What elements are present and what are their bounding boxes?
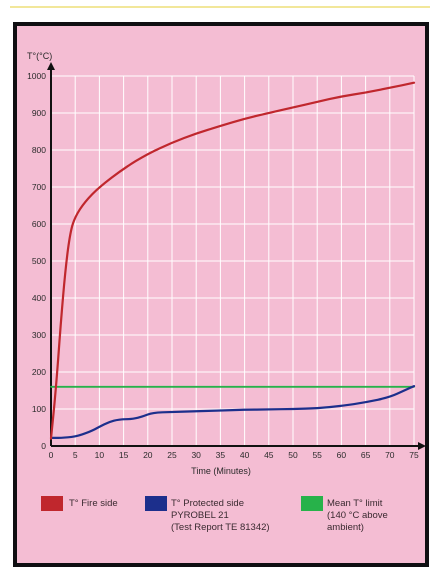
legend-swatch: [145, 496, 167, 511]
x-tick-label: 55: [312, 450, 322, 460]
protected-side-line: [49, 385, 416, 439]
chart-background: 0 5 10 15 20 25 30 35 40 45 50 55 60 65 70 75 0 100 200 300…: [17, 26, 426, 563]
x-tick-label: 45: [264, 450, 274, 460]
y-axis-label: T°(°C): [27, 51, 52, 61]
legend-label: ambient): [327, 522, 364, 533]
x-tick-label: 70: [385, 450, 395, 460]
x-tick-label: 25: [167, 450, 177, 460]
y-tick-label: 700: [32, 182, 46, 192]
legend-swatch: [41, 496, 63, 511]
x-tick-label: 50: [288, 450, 298, 460]
x-tick-label: 10: [95, 450, 105, 460]
fire-side-line: [49, 81, 416, 440]
top-rule: [10, 6, 430, 8]
x-tick-label: 20: [143, 450, 153, 460]
y-tick-label: 900: [32, 108, 46, 118]
x-tick-label: 0: [49, 450, 54, 460]
legend-label: T° Fire side: [69, 498, 118, 509]
x-tick-label: 60: [337, 450, 347, 460]
y-tick-label: 300: [32, 330, 46, 340]
x-tick-label: 35: [216, 450, 226, 460]
tick-labels: 0 5 10 15 20 25 30 35 40 45 50 55 60 65 70 75 0 100 200 300…: [27, 71, 419, 460]
x-axis-label: Time (Minutes): [191, 466, 251, 476]
y-tick-label: 200: [32, 367, 46, 377]
legend-fire-side: T° Fire side: [41, 496, 118, 511]
y-tick-label: 1000: [27, 71, 46, 81]
y-tick-label: 400: [32, 293, 46, 303]
legend-swatch: [301, 496, 323, 511]
grid: [51, 75, 415, 446]
x-tick-label: 75: [409, 450, 419, 460]
y-tick-label: 500: [32, 256, 46, 266]
x-tick-label: 65: [361, 450, 371, 460]
chart-panel: 0 5 10 15 20 25 30 35 40 45 50 55 60 65 70 75 0 100 200 300…: [13, 22, 429, 567]
x-tick-label: 15: [119, 450, 129, 460]
x-axis-arrow: [418, 442, 426, 450]
x-tick-label: 40: [240, 450, 250, 460]
series-lines: [49, 81, 416, 440]
y-tick-label: 0: [41, 441, 46, 451]
y-axis-arrow: [47, 62, 55, 70]
legend-label: (Test Report TE 81342): [171, 522, 270, 533]
x-tick-label: 5: [73, 450, 78, 460]
legend-label: PYROBEL 21: [171, 510, 229, 521]
legend-label: T° Protected side: [171, 498, 244, 509]
legend-label: (140 °C above: [327, 510, 388, 521]
y-tick-label: 100: [32, 404, 46, 414]
y-tick-label: 600: [32, 219, 46, 229]
axes: [47, 62, 426, 450]
y-tick-label: 800: [32, 145, 46, 155]
legend-label: Mean T° limit: [327, 498, 383, 509]
x-tick-label: 30: [191, 450, 201, 460]
temperature-chart: 0 5 10 15 20 25 30 35 40 45 50 55 60 65 70 75 0 100 200 300…: [27, 51, 426, 533]
